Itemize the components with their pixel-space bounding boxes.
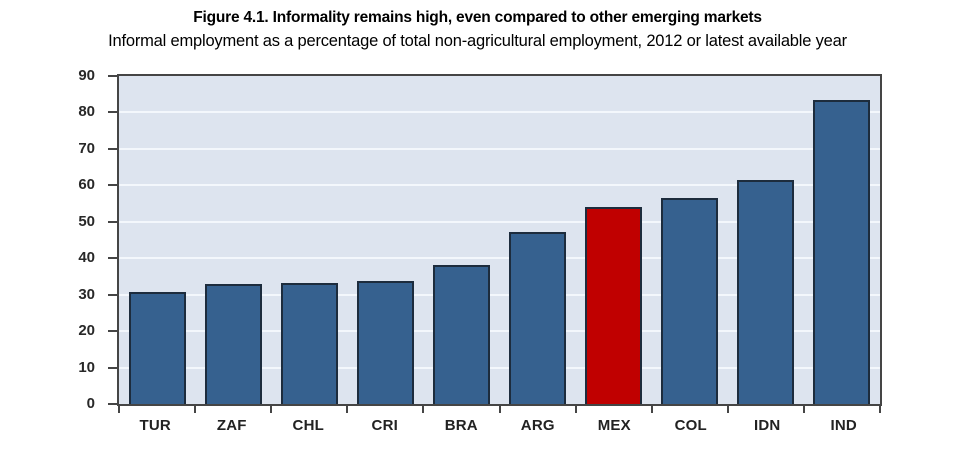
gridline-50: [119, 220, 880, 223]
x-label-idn: IDN: [754, 417, 781, 434]
gridline-70: [119, 147, 880, 150]
y-tick-0: [108, 403, 117, 405]
x-tick-1: [194, 406, 197, 413]
y-label-10: 10: [78, 358, 95, 376]
x-tick-0: [118, 406, 120, 413]
bar-mex: [585, 206, 643, 404]
bar-zaf: [204, 284, 262, 404]
figure-subtitle: Informal employment as a percentage of t…: [108, 32, 847, 50]
x-axis-ticks: [117, 406, 882, 414]
x-label-tur: TUR: [139, 417, 171, 434]
y-tick-40: [108, 257, 117, 260]
x-tick-2: [270, 406, 273, 413]
bar-slot-arg: [499, 76, 575, 404]
gridline-20: [119, 330, 880, 333]
y-tick-30: [108, 293, 117, 296]
x-label-ind: IND: [830, 417, 857, 434]
x-tick-8: [726, 406, 729, 413]
y-label-80: 80: [78, 103, 95, 121]
y-tick-80: [108, 111, 117, 114]
y-label-60: 60: [78, 176, 95, 194]
bar-bra: [432, 265, 490, 404]
bar-slot-ind: [804, 76, 880, 404]
x-label-chl: CHL: [292, 417, 324, 434]
y-label-20: 20: [78, 322, 95, 340]
x-tick-10: [879, 406, 881, 413]
bar-arg: [508, 231, 567, 404]
y-label-0: 0: [86, 395, 95, 412]
y-label-50: 50: [78, 212, 95, 230]
bar-cri: [356, 280, 414, 404]
figure-title: Figure 4.1. Informality remains high, ev…: [193, 9, 762, 26]
bar-slot-chl: [271, 76, 347, 404]
y-tick-20: [108, 330, 117, 333]
gridline-80: [119, 111, 880, 114]
x-tick-6: [574, 406, 577, 413]
y-tick-50: [108, 220, 117, 223]
x-tick-5: [498, 406, 501, 413]
bar-idn: [737, 179, 795, 404]
y-tick-10: [108, 366, 117, 369]
x-label-zaf: ZAF: [216, 417, 247, 434]
gridline-60: [119, 184, 880, 187]
bar-slot-tur: [119, 76, 195, 404]
gridline-10: [119, 366, 880, 369]
x-label-cri: CRI: [371, 417, 398, 434]
gridline-30: [119, 293, 880, 296]
bar-slot-mex: [576, 76, 652, 404]
y-axis: 0 10 20 30 40 50 60 70 80 90: [0, 67, 117, 412]
gridline-40: [119, 257, 880, 260]
y-label-40: 40: [78, 249, 95, 267]
x-label-bra: BRA: [444, 417, 478, 434]
x-tick-7: [650, 406, 653, 413]
y-tick-60: [108, 184, 117, 187]
x-tick-4: [422, 406, 425, 413]
bar-slot-idn: [728, 76, 804, 404]
x-label-arg: ARG: [520, 417, 555, 434]
y-label-70: 70: [78, 139, 95, 157]
y-tick-90: [108, 75, 117, 77]
x-tick-3: [346, 406, 349, 413]
x-label-mex: MEX: [597, 417, 631, 434]
bar-slot-cri: [347, 76, 423, 404]
bar-col: [661, 198, 719, 404]
bar-slot-col: [652, 76, 728, 404]
bar-series: [119, 76, 880, 404]
x-label-col: COL: [674, 417, 707, 434]
bar-slot-bra: [423, 76, 499, 404]
y-label-90: 90: [78, 67, 95, 84]
x-axis: TUR ZAF CHL CRI BRA ARG MEX COL IDN IND: [117, 417, 882, 434]
bar-slot-zaf: [195, 76, 271, 404]
bar-ind: [813, 100, 871, 404]
plot-area: [117, 74, 882, 406]
x-tick-9: [802, 406, 805, 413]
bar-chl: [280, 282, 338, 404]
y-tick-70: [108, 147, 117, 150]
bar-tur: [128, 292, 186, 404]
y-label-30: 30: [78, 285, 95, 303]
